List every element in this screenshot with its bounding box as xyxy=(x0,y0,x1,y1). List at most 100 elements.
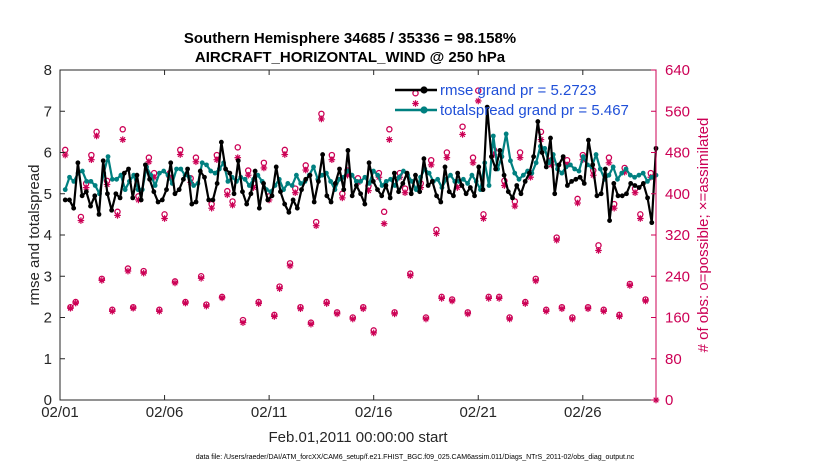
obs-assimilated-stroke xyxy=(114,212,121,219)
obs-assimilated-point xyxy=(197,275,205,282)
obs-assimilated-stroke xyxy=(386,136,393,143)
obs-assimilated-stroke xyxy=(428,162,434,168)
rmse-point xyxy=(121,170,127,176)
rmse-point xyxy=(324,193,330,199)
totalspread-point xyxy=(503,131,509,137)
obs-assimilated-point xyxy=(480,215,487,222)
obs-assimilated-point xyxy=(380,220,388,227)
rmse-point xyxy=(404,170,410,176)
obs-assimilated-point xyxy=(244,171,252,179)
rmse-point xyxy=(311,199,317,205)
obs-assimilated-stroke xyxy=(480,215,487,222)
totalspread-point xyxy=(619,170,625,176)
rmse-point xyxy=(345,148,351,153)
totalspread-point xyxy=(212,170,218,176)
obs-assimilated-stroke xyxy=(329,156,335,163)
rmse-point xyxy=(400,181,406,186)
rmse-point xyxy=(602,166,608,172)
rmse-point xyxy=(176,187,182,193)
obs-assimilated-stroke xyxy=(433,230,440,237)
totalspread-point xyxy=(174,166,179,172)
totalspread-point xyxy=(490,133,496,139)
rmse-point xyxy=(438,199,444,205)
totalspread-point xyxy=(289,183,295,188)
totalspread-point xyxy=(88,178,94,184)
y-left-tick-label: 4 xyxy=(44,227,52,244)
rmse-point xyxy=(168,160,174,166)
obs-assimilated-point xyxy=(171,279,179,287)
totalspread-point xyxy=(469,172,475,178)
totalspread-point xyxy=(358,178,364,184)
obs-assimilated-stroke xyxy=(475,98,481,104)
obs-assimilated-point xyxy=(349,315,357,323)
obs-assimilated-point xyxy=(427,161,435,169)
obs-assimilated-point xyxy=(271,313,278,320)
obs-possible-point xyxy=(386,126,393,133)
y-right-tick-label: 560 xyxy=(665,103,690,120)
rmse-point xyxy=(109,207,115,213)
totalspread-point xyxy=(426,170,432,176)
rmse-point xyxy=(88,203,93,209)
obs-assimilated-stroke xyxy=(177,151,183,158)
rmse-point xyxy=(210,197,216,203)
x-tick-label: 02/26 xyxy=(564,404,602,421)
totalspread-point xyxy=(208,168,214,174)
obs-assimilated-stroke xyxy=(255,300,262,307)
rmse-point xyxy=(193,199,199,205)
rmse-point xyxy=(505,189,511,195)
rmse-point xyxy=(489,154,494,160)
rmse-point xyxy=(79,193,85,199)
y-right-tick-label: 480 xyxy=(665,145,690,162)
rmse-point xyxy=(645,195,650,201)
rmse-point xyxy=(387,195,393,201)
totalspread-point xyxy=(520,172,526,178)
obs-assimilated-stroke xyxy=(93,133,100,139)
legend-rmse-label: rmse grand pr = 5.2723 xyxy=(440,82,596,99)
rmse-point xyxy=(353,183,359,188)
totalspread-point xyxy=(576,168,582,174)
obs-assimilated-point xyxy=(98,277,106,284)
obs-assimilated-point xyxy=(469,159,477,167)
rmse-point xyxy=(235,158,241,164)
obs-assimilated-stroke xyxy=(140,270,147,276)
obs-assimilated-stroke xyxy=(83,184,89,191)
rmse-point xyxy=(67,197,72,203)
y-right-tick-label: 240 xyxy=(665,268,690,285)
totalspread-point xyxy=(559,170,565,176)
obs-assimilated-point xyxy=(616,313,623,320)
obs-assimilated-point xyxy=(521,300,529,307)
rmse-point xyxy=(227,170,233,176)
obs-assimilated-point xyxy=(302,166,310,174)
obs-assimilated-point xyxy=(297,305,304,313)
rmse-point xyxy=(223,166,228,172)
rmse-point xyxy=(598,191,604,197)
rmse-point xyxy=(138,197,144,203)
obs-assimilated-point xyxy=(370,329,377,337)
rmse-point xyxy=(180,176,186,182)
rmse-point xyxy=(391,170,397,176)
obs-assimilated-point xyxy=(333,310,341,318)
obs-assimilated-point xyxy=(626,282,634,289)
obs-assimilated-stroke xyxy=(533,278,539,284)
obs-assimilated-point xyxy=(108,308,116,315)
obs-assimilated-stroke xyxy=(402,189,408,196)
totalspread-point xyxy=(512,170,518,176)
totalspread-point xyxy=(298,181,304,186)
rmse-point xyxy=(252,168,258,174)
totalspread-point xyxy=(225,178,231,184)
obs-assimilated-stroke xyxy=(438,295,445,302)
totalspread-point xyxy=(542,145,548,151)
obs-assimilated-stroke xyxy=(459,131,466,138)
obs-assimilated-stroke xyxy=(522,300,529,307)
obs-assimilated-point xyxy=(119,136,127,143)
totalspread-point xyxy=(375,172,381,178)
totalspread-point xyxy=(319,172,325,178)
x-tick-label: 02/16 xyxy=(355,404,393,421)
obs-assimilated-stroke xyxy=(423,316,429,322)
y-left-tick-label: 2 xyxy=(44,310,52,327)
obs-assimilated-point xyxy=(88,156,95,164)
obs-assimilated-point xyxy=(318,115,325,123)
series-layer xyxy=(62,104,659,226)
obs-assimilated-stroke xyxy=(637,215,644,222)
obs-assimilated-point xyxy=(584,305,592,313)
